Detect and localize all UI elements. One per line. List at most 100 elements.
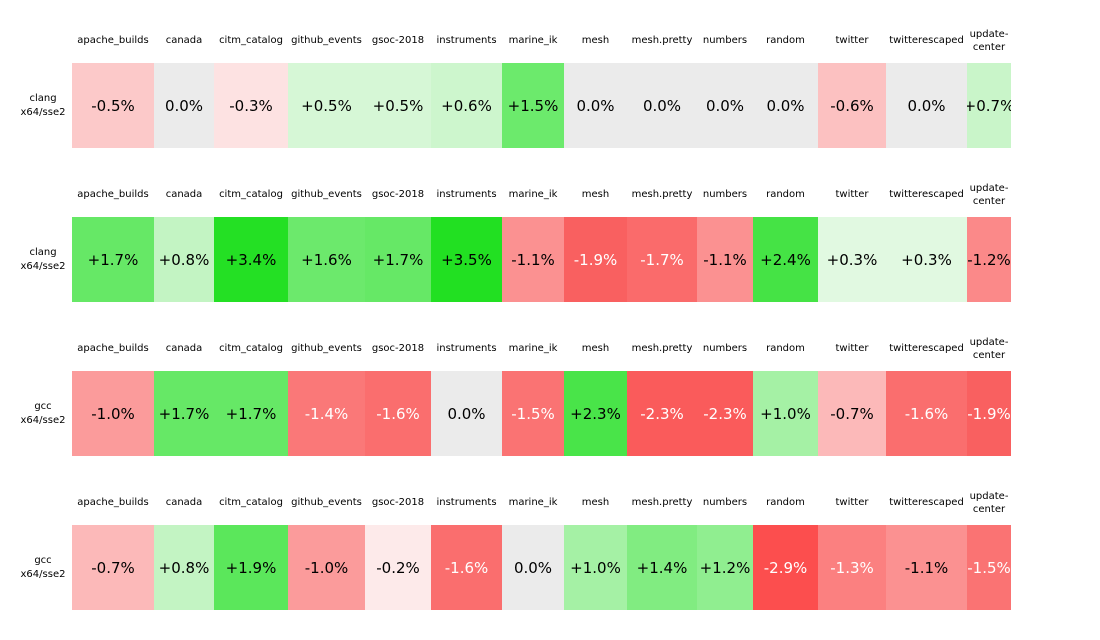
heatmap-cell: +2.3% — [564, 371, 627, 456]
column-header: github_events — [291, 189, 362, 201]
column-header: gsoc-2018 — [371, 189, 425, 201]
heatmap-cell: +1.7% — [214, 371, 288, 456]
heatmap-cell: +1.5% — [502, 63, 564, 148]
column-header: random — [766, 35, 805, 47]
column-header: mesh.pretty — [631, 343, 693, 355]
heatmap-cell: +1.0% — [564, 525, 627, 610]
column-header: apache_builds — [77, 497, 149, 509]
heatmap-cell: -2.3% — [697, 371, 753, 456]
heatmap-cell: +3.4% — [214, 217, 288, 302]
column-header: canada — [165, 189, 203, 201]
column-header: twitter — [835, 189, 869, 201]
column-header: mesh — [581, 343, 610, 355]
heatmap-cell: +1.7% — [72, 217, 154, 302]
column-header: mesh — [581, 35, 610, 47]
column-header: apache_builds — [77, 343, 149, 355]
heatmap-cell: -0.6% — [818, 63, 886, 148]
heatmap-cell: +1.7% — [154, 371, 214, 456]
heatmap-cell: -0.3% — [214, 63, 288, 148]
column-header: instruments — [436, 497, 497, 509]
heatmap-cell-row: +1.7% +0.8% +3.4% +1.6% +1.7% +3.5% -1.1% -1.9%… — [72, 217, 1011, 302]
column-header: github_events — [291, 35, 362, 47]
heatmap-cell: 0.0% — [697, 63, 753, 148]
heatmap-cell: 0.0% — [753, 63, 818, 148]
row-label-line: x64/sse2 — [20, 260, 66, 272]
column-header-row: apache_builds canada citm_catalog github_ev… — [72, 20, 1011, 63]
column-header: canada — [165, 343, 203, 355]
column-header: numbers — [702, 189, 748, 201]
column-header: instruments — [436, 343, 497, 355]
heatmap-cell: +1.2% — [697, 525, 753, 610]
column-header: update-center — [969, 337, 1009, 361]
column-header: instruments — [436, 189, 497, 201]
heatmap-cell: -1.6% — [431, 525, 502, 610]
heatmap-cell: -1.9% — [564, 217, 627, 302]
heatmap-cell-row: -0.7% +0.8% +1.9% -1.0% -0.2% -1.6% 0.0% +1.0% +… — [72, 525, 1011, 610]
column-header: numbers — [702, 35, 748, 47]
column-header: mesh.pretty — [631, 35, 693, 47]
column-header: twitterescaped — [889, 497, 964, 509]
column-header: mesh.pretty — [631, 189, 693, 201]
heatmap-cell: +1.4% — [627, 525, 697, 610]
column-header: instruments — [436, 35, 497, 47]
heatmap-cell-row: -0.5% 0.0% -0.3% +0.5% +0.5% +0.6% +1.5% 0.0% 0.… — [72, 63, 1011, 148]
heatmap-cell: +0.8% — [154, 525, 214, 610]
row-label-line: gcc — [34, 555, 52, 566]
column-header: canada — [165, 497, 203, 509]
column-header: marine_ik — [508, 343, 558, 355]
heatmap-cell: -2.9% — [753, 525, 818, 610]
column-header-row: apache_builds canada citm_catalog github_ev… — [72, 328, 1011, 371]
heatmap-cell: -1.5% — [502, 371, 564, 456]
heatmap-cell: -1.2% — [967, 217, 1011, 302]
row-label-line: clang — [29, 247, 57, 258]
column-header: random — [766, 189, 805, 201]
heatmap-cell: -1.1% — [886, 525, 967, 610]
heatmap-cell: +0.8% — [154, 217, 214, 302]
column-header: apache_builds — [77, 189, 149, 201]
column-header-row: apache_builds canada citm_catalog github_ev… — [72, 482, 1011, 525]
column-header: twitter — [835, 35, 869, 47]
heatmap-cell: -0.7% — [72, 525, 154, 610]
column-header: github_events — [291, 343, 362, 355]
column-header: random — [766, 497, 805, 509]
column-header: marine_ik — [508, 189, 558, 201]
column-header: random — [766, 343, 805, 355]
column-header: gsoc-2018 — [371, 343, 425, 355]
heatmap-cell: +3.5% — [431, 217, 502, 302]
column-header: apache_builds — [77, 35, 149, 47]
heatmap-cell: +1.6% — [288, 217, 365, 302]
heatmap-cell: -1.0% — [72, 371, 154, 456]
heatmap-cell: -1.1% — [697, 217, 753, 302]
heatmap-group: apache_builds canada citm_catalog github_ev… — [0, 328, 1100, 482]
heatmap-cell: +1.7% — [365, 217, 431, 302]
heatmap-cell: -1.0% — [288, 525, 365, 610]
column-header: twitterescaped — [889, 35, 964, 47]
row-label-line: x64/sse2 — [20, 106, 66, 118]
heatmap-cell: +2.4% — [753, 217, 818, 302]
heatmap-cell: +0.7% — [967, 63, 1011, 148]
heatmap-group: apache_builds canada citm_catalog github_ev… — [0, 174, 1100, 328]
heatmap-group: apache_builds canada citm_catalog github_ev… — [0, 20, 1100, 174]
column-header: update-center — [969, 491, 1009, 515]
column-header: twitterescaped — [889, 343, 964, 355]
column-header: citm_catalog — [219, 35, 283, 47]
heatmap-group: apache_builds canada citm_catalog github_ev… — [0, 482, 1100, 636]
column-header: gsoc-2018 — [371, 35, 425, 47]
row-label: gcc x64/sse2 — [0, 525, 86, 610]
heatmap-cell: +0.5% — [288, 63, 365, 148]
column-header: numbers — [702, 497, 748, 509]
heatmap-cell: +0.3% — [818, 217, 886, 302]
column-header: canada — [165, 35, 203, 47]
heatmap-cell: +1.0% — [753, 371, 818, 456]
heatmap-cell: -1.4% — [288, 371, 365, 456]
heatmap-cell: -1.7% — [627, 217, 697, 302]
heatmap-cell: 0.0% — [627, 63, 697, 148]
column-header: update-center — [969, 183, 1009, 207]
heatmap-cell: +0.3% — [886, 217, 967, 302]
heatmap-cell: -1.9% — [967, 371, 1011, 456]
heatmap-cell: -1.3% — [818, 525, 886, 610]
heatmap-cell: 0.0% — [502, 525, 564, 610]
heatmap-cell: -0.7% — [818, 371, 886, 456]
heatmap-cell: +1.9% — [214, 525, 288, 610]
